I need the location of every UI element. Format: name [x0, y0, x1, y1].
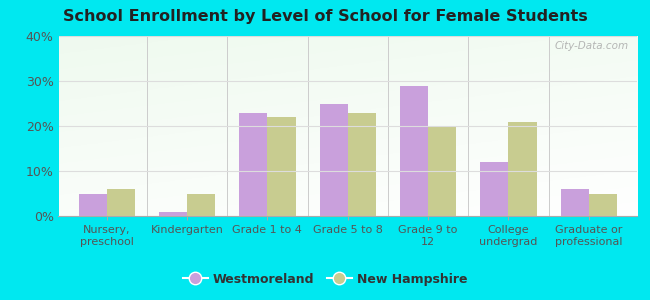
- Bar: [79, 194, 107, 216]
- Legend: Westmoreland, New Hampshire: Westmoreland, New Hampshire: [177, 268, 473, 291]
- Bar: [187, 194, 215, 216]
- Bar: [561, 189, 589, 216]
- Bar: [400, 85, 428, 216]
- Bar: [320, 103, 348, 216]
- Bar: [267, 117, 296, 216]
- Bar: [159, 212, 187, 216]
- Text: City-Data.com: City-Data.com: [554, 41, 629, 51]
- Bar: [508, 122, 536, 216]
- Bar: [107, 189, 135, 216]
- Bar: [239, 112, 267, 216]
- Text: School Enrollment by Level of School for Female Students: School Enrollment by Level of School for…: [62, 9, 588, 24]
- Bar: [348, 112, 376, 216]
- Bar: [428, 126, 456, 216]
- Bar: [589, 194, 617, 216]
- Bar: [480, 162, 508, 216]
